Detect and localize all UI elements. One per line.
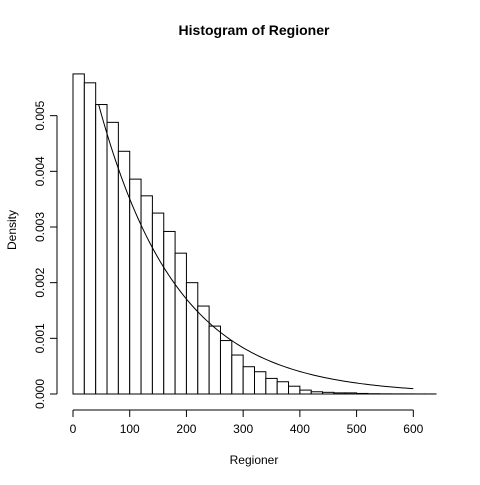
x-tick-label: 300 bbox=[233, 422, 253, 436]
x-tick-label: 100 bbox=[120, 422, 140, 436]
histogram-bar bbox=[232, 355, 243, 394]
y-axis-label: Density bbox=[5, 210, 19, 250]
histogram-bar bbox=[243, 367, 254, 394]
histogram-bar bbox=[198, 306, 209, 394]
y-tick-label: 0.005 bbox=[33, 100, 47, 130]
histogram-bar bbox=[141, 196, 152, 394]
histogram-bar bbox=[255, 372, 266, 394]
histogram-bar bbox=[152, 213, 163, 394]
histogram-bar bbox=[345, 393, 356, 394]
x-tick-label: 600 bbox=[403, 422, 423, 436]
histogram-bar bbox=[266, 378, 277, 394]
chart-title: Histogram of Regioner bbox=[179, 22, 330, 38]
y-tick-label: 0.002 bbox=[33, 267, 47, 297]
histogram-bar bbox=[357, 393, 368, 394]
x-tick-label: 0 bbox=[70, 422, 77, 436]
x-tick-label: 500 bbox=[347, 422, 367, 436]
x-axis-label: Regioner bbox=[230, 453, 279, 467]
histogram-bar bbox=[118, 151, 129, 394]
histogram-bar bbox=[175, 253, 186, 394]
y-tick-label: 0.001 bbox=[33, 323, 47, 353]
histogram-bar bbox=[209, 326, 220, 394]
histogram-bar bbox=[84, 83, 95, 394]
histogram-bar bbox=[311, 392, 322, 394]
histogram-bar bbox=[323, 392, 334, 394]
histogram-bar bbox=[277, 382, 288, 394]
histogram-bar bbox=[289, 386, 300, 394]
histogram-bar bbox=[96, 105, 107, 394]
histogram-bar bbox=[300, 390, 311, 394]
histogram-bar bbox=[73, 74, 84, 394]
x-tick-label: 400 bbox=[290, 422, 310, 436]
y-tick-label: 0.000 bbox=[33, 379, 47, 409]
histogram-bar bbox=[186, 283, 197, 394]
x-tick-label: 200 bbox=[176, 422, 196, 436]
histogram-bar bbox=[334, 393, 345, 394]
y-tick-label: 0.004 bbox=[33, 156, 47, 186]
histogram-bar bbox=[220, 341, 231, 394]
y-tick-label: 0.003 bbox=[33, 212, 47, 242]
histogram-bar bbox=[164, 231, 175, 394]
